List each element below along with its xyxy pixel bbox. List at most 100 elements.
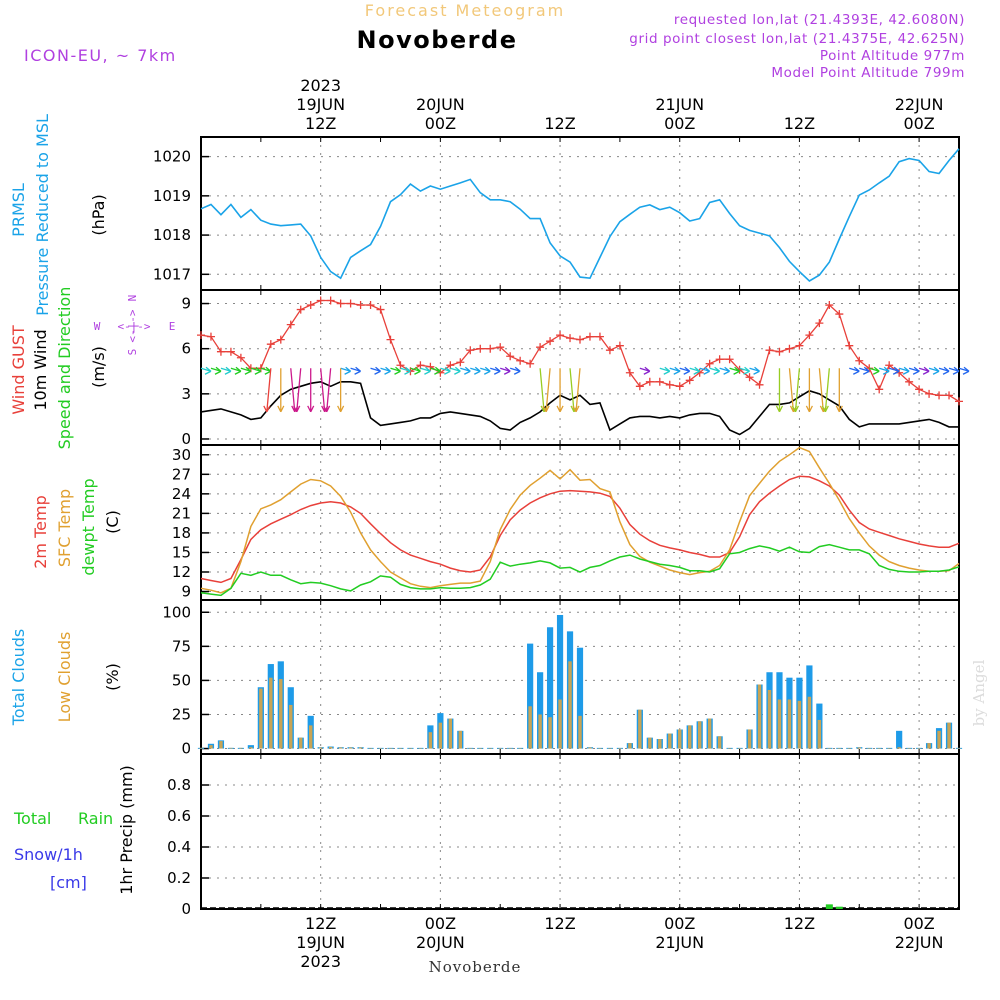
y-tick-label: 0 bbox=[181, 740, 191, 758]
wind-direction-arrow bbox=[337, 368, 345, 413]
total-cloud-bar bbox=[896, 730, 903, 749]
low-cloud-bar bbox=[757, 684, 762, 749]
wind-direction-arrow bbox=[572, 368, 581, 413]
wind-direction-arrow bbox=[821, 368, 830, 413]
wind-direction-arrow bbox=[749, 366, 760, 375]
gust-marker bbox=[296, 305, 305, 314]
time-label: 00Z bbox=[664, 114, 695, 133]
gust-marker bbox=[226, 347, 235, 356]
wind-direction-arrow bbox=[277, 368, 285, 413]
low-cloud-bar bbox=[887, 748, 891, 749]
y-tick-label: 24 bbox=[172, 485, 191, 503]
wind-direction-arrow bbox=[791, 368, 801, 413]
gust-marker bbox=[905, 377, 914, 386]
wind-direction-arrow bbox=[879, 366, 890, 375]
low-cloud-bar bbox=[707, 718, 712, 749]
wind-direction-arrow bbox=[350, 366, 362, 375]
low-cloud-bar bbox=[947, 722, 951, 749]
temp-sfc-line bbox=[200, 446, 960, 594]
y-tick-label: 0 bbox=[181, 430, 191, 448]
gust-marker bbox=[386, 335, 395, 344]
low-cloud-bar bbox=[518, 748, 522, 749]
gust-marker bbox=[705, 359, 714, 368]
low-cloud-bar bbox=[937, 730, 941, 749]
wind-direction-arrow bbox=[898, 366, 910, 375]
gust-marker bbox=[496, 343, 505, 352]
gust-marker bbox=[456, 358, 465, 367]
gust-marker bbox=[635, 382, 644, 391]
gust-marker bbox=[675, 382, 684, 391]
panel-frame bbox=[200, 444, 960, 601]
wind-unit: (m/s) bbox=[89, 346, 108, 388]
low-cloud-bar bbox=[907, 748, 911, 749]
gust-marker bbox=[466, 346, 475, 355]
gust-marker bbox=[645, 377, 654, 386]
info-grid-point: grid point closest lon,lat (21.4375E, 42… bbox=[629, 31, 965, 47]
time-label: 12Z bbox=[544, 114, 575, 133]
temp-label-sfc: SFC Temp bbox=[55, 489, 74, 567]
y-tick-label: 21 bbox=[172, 504, 191, 522]
y-tick-label: 25 bbox=[172, 705, 191, 723]
gust-marker bbox=[236, 353, 245, 362]
low-cloud-bar bbox=[897, 747, 901, 749]
gust-marker bbox=[955, 397, 963, 406]
rain-bar bbox=[825, 904, 833, 909]
gust-marker bbox=[925, 389, 934, 398]
panel-frame bbox=[200, 289, 960, 446]
compass-w: W bbox=[94, 320, 101, 333]
wind-direction-arrow bbox=[805, 368, 813, 413]
low-cloud-bar bbox=[309, 725, 313, 749]
gust-marker bbox=[266, 340, 275, 349]
y-tick-label: 100 bbox=[162, 603, 191, 621]
low-cloud-bar bbox=[837, 748, 842, 749]
y-tick-label: 0.2 bbox=[167, 869, 191, 887]
temp-label-2m: 2m Temp bbox=[31, 495, 50, 569]
wind-compass: N <-|-> S W <-|-> E bbox=[94, 295, 176, 356]
low-cloud-bar bbox=[428, 732, 433, 749]
low-cloud-bar bbox=[678, 729, 682, 749]
low-cloud-bar bbox=[717, 736, 722, 749]
precip-label-snow: Snow/1h bbox=[14, 845, 83, 864]
temp-label-dewpt: dewpt Temp bbox=[79, 478, 98, 575]
y-tick-label: 6 bbox=[181, 340, 191, 358]
wind-direction-arrow bbox=[460, 366, 471, 375]
gust-marker bbox=[585, 332, 594, 341]
info-model-altitude: Model Point Altitude 799m bbox=[771, 65, 965, 81]
gust-marker bbox=[286, 320, 295, 329]
wind-direction-arrow bbox=[908, 366, 920, 375]
dewpoint-line bbox=[200, 543, 960, 597]
wind-direction-arrow bbox=[849, 366, 860, 375]
gust-marker bbox=[785, 344, 794, 353]
low-cloud-bar bbox=[209, 745, 213, 749]
low-cloud-bar bbox=[588, 747, 592, 749]
wind-direction-arrow bbox=[775, 368, 784, 413]
wind-direction-arrow bbox=[948, 366, 960, 375]
info-requested: requested lon,lat (21.4393E, 42.6080N) bbox=[674, 12, 965, 28]
panel-precip: 0 0.2 0.4 0.6 0.8 bbox=[167, 753, 960, 918]
wind-direction-arrow bbox=[490, 366, 501, 375]
time-label: 12Z bbox=[784, 914, 815, 933]
low-cloud-bar bbox=[688, 725, 692, 749]
low-cloud-bar bbox=[498, 748, 502, 749]
y-tick-label: 30 bbox=[172, 446, 191, 464]
low-cloud-bar bbox=[289, 704, 293, 749]
gust-marker bbox=[715, 355, 724, 364]
low-cloud-bar bbox=[807, 696, 812, 749]
wind-direction-arrow bbox=[709, 366, 721, 375]
pressure-unit: (hPa) bbox=[89, 194, 108, 235]
wind-direction-arrow bbox=[679, 366, 691, 375]
low-cloud-bar bbox=[578, 715, 582, 749]
rain-bar bbox=[835, 906, 843, 909]
gust-marker bbox=[326, 296, 335, 305]
wind-direction-arrow bbox=[440, 366, 451, 375]
low-cloud-bar bbox=[348, 747, 353, 749]
wind-direction-arrow bbox=[869, 366, 880, 375]
low-cloud-bar bbox=[797, 700, 802, 749]
gust-marker bbox=[546, 337, 555, 346]
low-cloud-bar bbox=[328, 746, 333, 749]
low-cloud-bar bbox=[448, 718, 453, 749]
wind-direction-arrow bbox=[420, 366, 431, 375]
low-cloud-bar bbox=[279, 679, 283, 749]
time-label: 22JUN bbox=[895, 933, 944, 952]
chart-subtitle: Forecast Meteogram bbox=[365, 1, 565, 20]
